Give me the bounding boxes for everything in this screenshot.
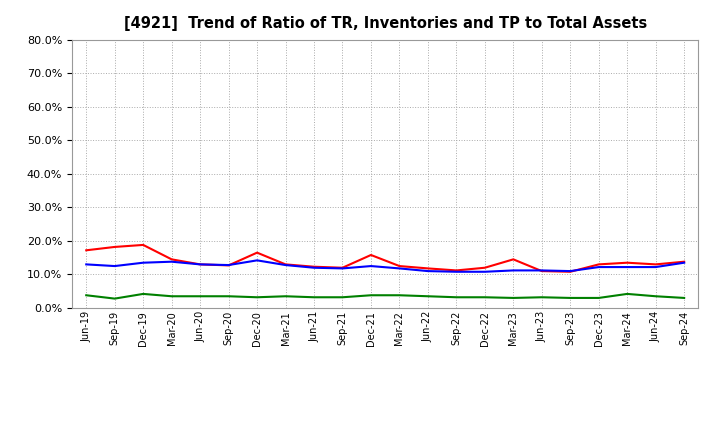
Trade Payables xyxy=(196,293,204,299)
Inventories xyxy=(595,264,603,270)
Trade Receivables xyxy=(680,259,688,264)
Trade Payables xyxy=(310,295,318,300)
Trade Receivables xyxy=(310,264,318,269)
Trade Receivables xyxy=(196,262,204,267)
Trade Receivables xyxy=(423,266,432,271)
Trade Payables xyxy=(680,295,688,301)
Trade Payables xyxy=(566,295,575,301)
Inventories xyxy=(310,265,318,270)
Trade Payables xyxy=(110,296,119,301)
Trade Receivables xyxy=(139,242,148,248)
Trade Payables xyxy=(623,291,631,297)
Inventories xyxy=(253,258,261,263)
Inventories xyxy=(395,266,404,271)
Trade Receivables xyxy=(452,268,461,273)
Inventories xyxy=(366,264,375,269)
Inventories xyxy=(338,266,347,271)
Trade Payables xyxy=(82,293,91,298)
Inventories xyxy=(452,269,461,275)
Trade Receivables xyxy=(338,265,347,270)
Trade Payables xyxy=(366,293,375,298)
Trade Receivables xyxy=(480,265,489,270)
Trade Receivables xyxy=(509,257,518,262)
Inventories xyxy=(537,268,546,273)
Trade Payables xyxy=(509,295,518,301)
Trade Receivables xyxy=(652,262,660,267)
Inventories xyxy=(509,268,518,273)
Trade Receivables xyxy=(253,250,261,255)
Inventories xyxy=(480,269,489,275)
Inventories xyxy=(623,264,631,270)
Trade Receivables xyxy=(366,253,375,258)
Trade Payables xyxy=(480,295,489,300)
Trade Payables xyxy=(139,291,148,297)
Inventories xyxy=(82,262,91,267)
Trade Receivables xyxy=(82,248,91,253)
Inventories xyxy=(680,260,688,265)
Trade Payables xyxy=(537,295,546,300)
Inventories xyxy=(652,264,660,270)
Inventories xyxy=(225,262,233,268)
Trade Receivables xyxy=(110,244,119,249)
Inventories xyxy=(167,259,176,264)
Inventories xyxy=(423,268,432,274)
Inventories xyxy=(110,264,119,269)
Trade Payables xyxy=(282,293,290,299)
Trade Payables xyxy=(452,295,461,300)
Trade Receivables xyxy=(595,262,603,267)
Trade Receivables xyxy=(623,260,631,265)
Trade Payables xyxy=(167,293,176,299)
Trade Receivables xyxy=(167,257,176,262)
Inventories xyxy=(139,260,148,265)
Trade Receivables xyxy=(225,263,233,268)
Title: [4921]  Trend of Ratio of TR, Inventories and TP to Total Assets: [4921] Trend of Ratio of TR, Inventories… xyxy=(124,16,647,32)
Inventories xyxy=(282,262,290,268)
Inventories xyxy=(566,268,575,274)
Trade Receivables xyxy=(282,262,290,267)
Line: Trade Receivables: Trade Receivables xyxy=(86,245,684,272)
Trade Payables xyxy=(253,295,261,300)
Trade Payables xyxy=(395,293,404,298)
Line: Inventories: Inventories xyxy=(86,260,684,272)
Trade Payables xyxy=(338,295,347,300)
Trade Receivables xyxy=(395,264,404,269)
Trade Payables xyxy=(652,293,660,299)
Trade Payables xyxy=(423,293,432,299)
Trade Payables xyxy=(225,293,233,299)
Trade Payables xyxy=(595,295,603,301)
Line: Trade Payables: Trade Payables xyxy=(86,294,684,299)
Trade Receivables xyxy=(537,268,546,274)
Inventories xyxy=(196,262,204,267)
Trade Receivables xyxy=(566,269,575,275)
